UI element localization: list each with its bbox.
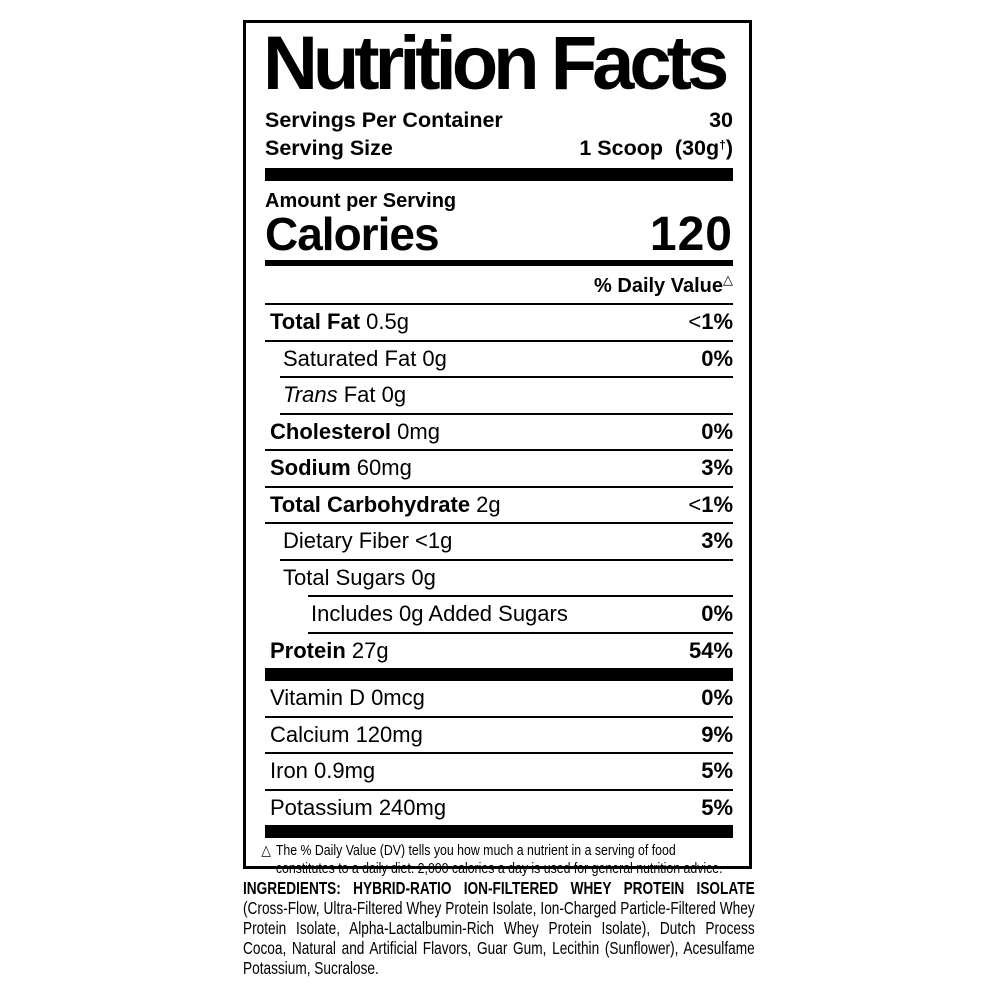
nutrition-facts-panel: Nutrition Facts Servings Per Container 3…	[243, 20, 752, 877]
amount-per-serving-label: Amount per Serving	[265, 190, 457, 212]
daily-value-header-text: % Daily Value	[594, 275, 723, 297]
nutrient-name: Total Carbohydrate 2g	[270, 491, 501, 517]
row-calcium: Calcium 120mg 9%	[265, 718, 733, 753]
row-iron: Iron 0.9mg 5%	[265, 754, 733, 789]
daily-value-header: % Daily Value △	[265, 266, 733, 303]
nutrient-name: Potassium 240mg	[270, 794, 447, 820]
nutrient-name: Calcium 120mg	[270, 721, 423, 747]
row-trans-fat: Trans Fat 0g	[265, 378, 733, 413]
nutrient-daily-value: 0%	[701, 418, 733, 444]
nutrient-daily-value: 0%	[701, 345, 733, 371]
divider-bar	[265, 825, 733, 838]
nutrient-daily-value: <1%	[688, 491, 733, 517]
nutrient-name: Cholesterol 0mg	[270, 418, 440, 444]
triangle-icon: △	[723, 272, 733, 287]
nutrient-name: Sodium 60mg	[270, 455, 412, 481]
divider-bar	[265, 168, 733, 181]
nutrient-name: Total Fat 0.5g	[270, 309, 409, 335]
ingredients: INGREDIENTS: HYBRID-RATIO ION-FILTERED W…	[243, 878, 755, 978]
divider-bar	[265, 668, 733, 681]
separator-line	[265, 339, 733, 342]
ingredients-heading: INGREDIENTS: HYBRID-RATIO ION-FILTERED W…	[243, 878, 755, 898]
footnote-text: The % Daily Value (DV) tells you how muc…	[275, 843, 723, 877]
servings-per-container-value: 30	[709, 108, 733, 132]
nutrient-name: Includes 0g Added Sugars	[311, 601, 568, 627]
separator-line	[280, 376, 733, 378]
separator-line	[265, 303, 733, 305]
calories-row: Calories 120	[265, 208, 733, 261]
serving-size-row: Serving Size 1 Scoop (30g†)	[265, 133, 733, 161]
nutrient-daily-value: 0%	[701, 601, 733, 627]
nutrient-name: Saturated Fat 0g	[283, 345, 447, 371]
triangle-icon: △	[261, 843, 271, 859]
nutrient-name: Vitamin D 0mcg	[270, 685, 425, 711]
servings-per-container-label: Servings Per Container	[265, 108, 503, 132]
row-cholesterol: Cholesterol 0mg 0%	[265, 415, 733, 450]
servings-per-container-row: Servings Per Container 30	[265, 108, 733, 133]
row-saturated-fat: Saturated Fat 0g 0%	[265, 342, 733, 377]
nutrient-daily-value: 54%	[688, 637, 733, 663]
serving-size-value: 1 Scoop (30g†)	[579, 136, 733, 160]
separator-line	[308, 595, 733, 597]
row-potassium: Potassium 240mg 5%	[265, 791, 733, 826]
panel-title: Nutrition Facts	[263, 21, 729, 106]
separator-line	[280, 412, 733, 415]
row-added-sugars: Includes 0g Added Sugars 0%	[265, 597, 733, 632]
dagger-icon: †	[719, 138, 726, 152]
nutrient-daily-value: 5%	[701, 794, 733, 820]
row-sodium: Sodium 60mg 3%	[265, 451, 733, 486]
row-total-fat: Total Fat 0.5g <1%	[265, 305, 733, 340]
nutrient-daily-value: 5%	[701, 758, 733, 784]
row-protein: Protein 27g 54%	[265, 634, 733, 669]
row-total-sugars: Total Sugars 0g	[265, 561, 733, 596]
nutrient-rows: Total Fat 0.5g <1% Saturated Fat 0g 0% Trans…	[265, 303, 733, 838]
row-total-carbohydrate: Total Carbohydrate 2g <1%	[265, 488, 733, 523]
footnote: △ The % Daily Value (DV) tells you how m…	[258, 843, 728, 878]
nutrient-daily-value: 3%	[701, 528, 733, 554]
calories-value: 120	[649, 208, 733, 261]
nutrient-daily-value: <1%	[688, 309, 733, 335]
ingredients-body: (Cross-Flow, Ultra-Filtered Whey Protein…	[243, 898, 755, 978]
separator-line	[280, 558, 733, 561]
nutrient-name: Trans Fat 0g	[283, 382, 407, 408]
nutrient-daily-value: 0%	[701, 685, 733, 711]
separator-line	[265, 752, 733, 754]
serving-size-label: Serving Size	[265, 136, 393, 160]
row-dietary-fiber: Dietary Fiber <1g 3%	[265, 524, 733, 559]
separator-line	[308, 631, 733, 634]
nutrient-name: Iron 0.9mg	[270, 758, 376, 784]
calories-label: Calories	[265, 208, 440, 260]
nutrient-name: Total Sugars 0g	[283, 564, 436, 590]
nutrient-name: Protein 27g	[270, 637, 389, 663]
calories-underline	[265, 260, 733, 266]
nutrient-daily-value: 3%	[701, 455, 733, 481]
separator-line	[265, 788, 733, 791]
separator-line	[265, 485, 733, 488]
separator-line	[265, 715, 733, 718]
separator-line	[265, 449, 733, 451]
row-vitamin-d: Vitamin D 0mcg 0%	[265, 681, 733, 716]
nutrient-daily-value: 9%	[701, 721, 733, 747]
nutrient-name: Dietary Fiber <1g	[283, 528, 453, 554]
separator-line	[265, 522, 733, 524]
